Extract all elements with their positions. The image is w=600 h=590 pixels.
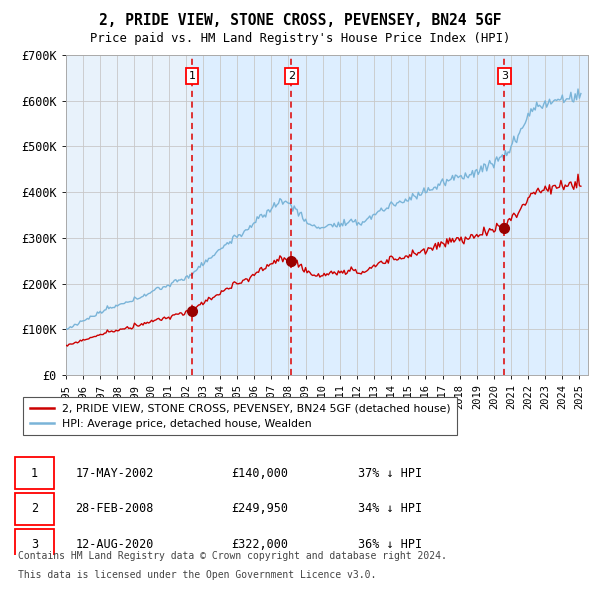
Bar [562, 55, 588, 375]
Text: 36% ↓ HPI: 36% ↓ HPI [358, 538, 422, 551]
Text: £249,950: £249,950 [231, 502, 288, 515]
Text: 34% ↓ HPI: 34% ↓ HPI [358, 502, 422, 515]
Text: Contains HM Land Registry data © Crown copyright and database right 2024.: Contains HM Land Registry data © Crown c… [18, 550, 446, 560]
Text: 37% ↓ HPI: 37% ↓ HPI [358, 467, 422, 480]
Legend: 2, PRIDE VIEW, STONE CROSS, PEVENSEY, BN24 5GF (detached house), HPI: Average pr: 2, PRIDE VIEW, STONE CROSS, PEVENSEY, BN… [23, 397, 457, 435]
Text: This data is licensed under the Open Government Licence v3.0.: This data is licensed under the Open Gov… [18, 570, 376, 580]
Bar [291, 55, 505, 375]
Text: 1: 1 [188, 71, 196, 81]
Bar [505, 55, 562, 375]
Text: 12-AUG-2020: 12-AUG-2020 [76, 538, 154, 551]
Text: 17-MAY-2002: 17-MAY-2002 [76, 467, 154, 480]
Text: Price paid vs. HM Land Registry's House Price Index (HPI): Price paid vs. HM Land Registry's House … [90, 32, 510, 45]
Text: 2: 2 [31, 502, 38, 515]
FancyBboxPatch shape [15, 493, 54, 525]
FancyBboxPatch shape [15, 457, 54, 489]
Text: 3: 3 [31, 538, 38, 551]
Text: 2, PRIDE VIEW, STONE CROSS, PEVENSEY, BN24 5GF: 2, PRIDE VIEW, STONE CROSS, PEVENSEY, BN… [99, 13, 501, 28]
Text: £322,000: £322,000 [231, 538, 288, 551]
Text: 28-FEB-2008: 28-FEB-2008 [76, 502, 154, 515]
Text: 2: 2 [287, 71, 295, 81]
Text: 1: 1 [31, 467, 38, 480]
Bar [192, 55, 291, 375]
FancyBboxPatch shape [15, 529, 54, 560]
Text: £140,000: £140,000 [231, 467, 288, 480]
Text: 3: 3 [501, 71, 508, 81]
